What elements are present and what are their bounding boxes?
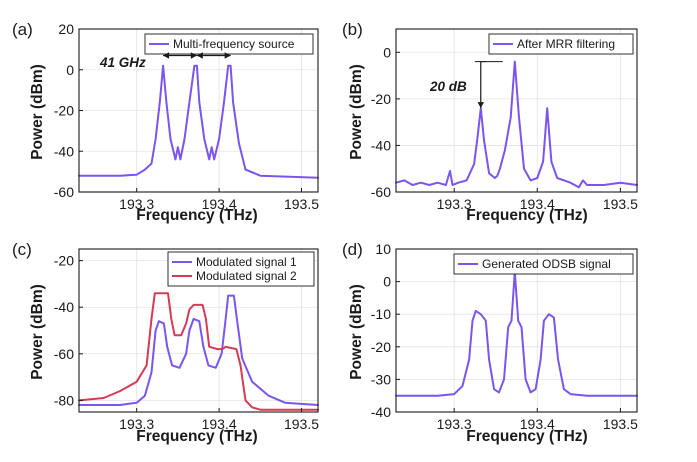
panel-a-arrowhead (224, 52, 231, 59)
panel-c-legend-box (167, 251, 315, 287)
panel-a-xlabel: Frequency (THz) (136, 207, 257, 224)
panel-d-ylabel: Power (dBm) (348, 284, 365, 380)
panel-b-legend-box (488, 33, 634, 55)
panel-a-legend-label-1: Multi-frequency source (173, 37, 295, 51)
panel-d-series-1-line (395, 270, 638, 397)
panel-d-xtick-label: 193.4 (520, 416, 555, 432)
panel-a-xtick-label: 193.4 (202, 196, 237, 212)
panel-c-xlabel: Frequency (THz) (136, 428, 257, 445)
panel-c-series-2-line (78, 292, 319, 411)
panel-d-ytick-label: 0 (383, 274, 391, 290)
panel-a-ytick-label: -60 (54, 184, 74, 200)
panel-a-ytick-label: 0 (66, 62, 74, 78)
panel-b-xtick-label: 193.4 (520, 196, 555, 212)
panel-b-xtick-label: 193.3 (437, 196, 472, 212)
panel-c-legend-label-1: Modulated signal 1 (196, 255, 297, 269)
panel-d-axes-frame (395, 248, 638, 413)
panel-a-xtick-label: 193.3 (119, 196, 154, 212)
panel-c-xtick-label: 193.3 (119, 416, 154, 432)
panel-c-ytick-label: -20 (54, 253, 74, 269)
panel-b-axes-frame (395, 28, 638, 193)
panel-c-label: (c) (12, 240, 32, 259)
panel-a-arrowhead (163, 52, 170, 59)
panel-c-plot: 193.3 193.4 193.5 -80 -60 -40 -20 Modulated sig… (54, 248, 319, 432)
panel-d-legend-box (453, 253, 634, 275)
panel-a-ytick-label: -20 (54, 103, 74, 119)
panel-c-ytick-label: -40 (54, 299, 74, 315)
panel-a-series-1-line (78, 64, 319, 179)
panel-b-xlabel: Frequency (THz) (466, 207, 587, 224)
panel-b-ytick-label: -20 (371, 91, 391, 107)
panel-c-axes-frame (78, 248, 319, 413)
panel-b-series-1-line (395, 60, 638, 189)
panel-a-ytick-label: 20 (58, 21, 74, 37)
panel-d-xtick-label: 193.3 (437, 416, 472, 432)
panel-a-legend-box (144, 33, 314, 55)
panel-b-ytick-label: -60 (371, 184, 391, 200)
panel-d-ytick-label: -20 (371, 339, 391, 355)
panel-c-ytick-label: -60 (54, 346, 74, 362)
panel-b-annotation-text: 20 dB (429, 79, 467, 94)
panel-b-legend-label-1: After MRR filtering (517, 37, 615, 51)
panel-a-arrowhead (196, 52, 203, 59)
panel-b-ytick-label: -40 (371, 137, 391, 153)
panel-d-label: (d) (342, 240, 363, 259)
panel-d-xtick-label: 193.5 (603, 416, 638, 432)
panel-b-xtick-label: 193.5 (603, 196, 638, 212)
panel-b-plot: 193.3 193.4 193.5 -60 -40 -20 0 After MRR filte… (371, 28, 638, 212)
panel-b-ytick-label: 0 (383, 44, 391, 60)
panel-c-ylabel: Power (dBm) (29, 284, 46, 380)
panel-d-xlabel: Frequency (THz) (466, 428, 587, 445)
panel-b-label: (b) (342, 20, 363, 39)
panel-d-ytick-label: -40 (371, 404, 391, 420)
panel-c-xtick-label: 193.4 (202, 416, 237, 432)
panel-c-ytick-label: -80 (54, 392, 74, 408)
panel-c-xtick-label: 193.5 (284, 416, 319, 432)
panel-a-ytick-label: -40 (54, 143, 74, 159)
panel-d-ytick-label: -10 (371, 306, 391, 322)
panel-b-ylabel: Power (dBm) (348, 64, 365, 160)
panel-a-label: (a) (12, 20, 33, 39)
panel-a-plot: 193.3 193.4 193.5 -60 -40 -20 0 20 Multi-frequen… (54, 21, 319, 212)
panel-a-annotation-text: 41 GHz (99, 55, 146, 70)
panel-a-ylabel: Power (dBm) (29, 64, 46, 160)
panel-d-ytick-label: -30 (371, 371, 391, 387)
panel-b-arrowhead (477, 102, 484, 109)
panel-a-arrowhead (190, 52, 197, 59)
panel-d-ytick-label: 10 (375, 241, 391, 257)
panel-d-legend-label-1: Generated ODSB signal (482, 257, 611, 271)
panel-d-plot: 193.3 193.4 193.5 -40 -30 -20 -10 0 10 Generated … (371, 241, 638, 432)
panel-c-legend-label-2: Modulated signal 2 (196, 269, 297, 283)
panel-a-xtick-label: 193.5 (284, 196, 319, 212)
panel-c-series-1-line (78, 294, 319, 406)
